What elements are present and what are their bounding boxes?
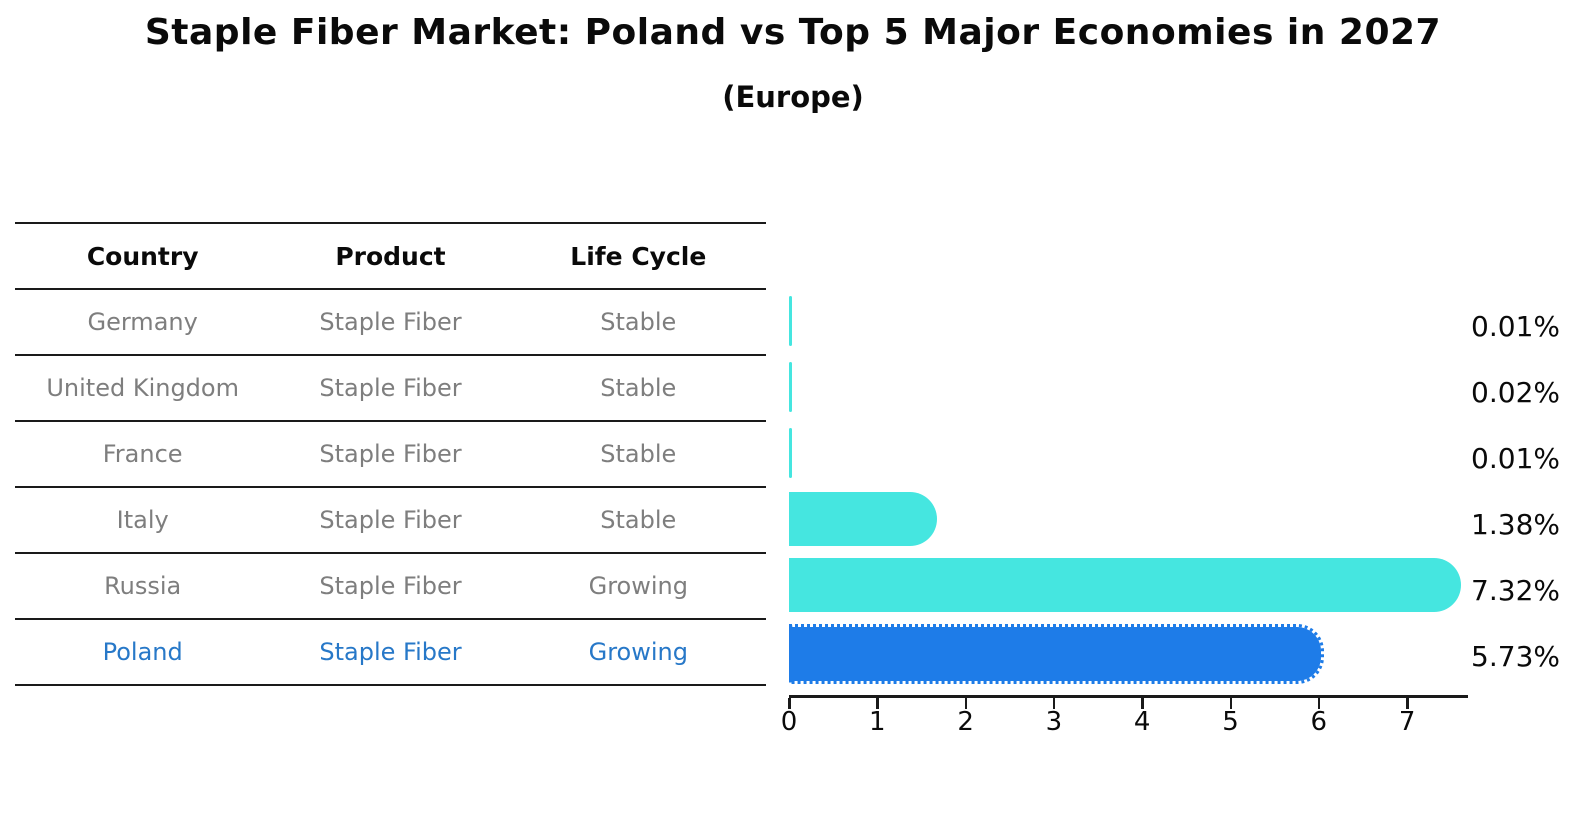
country-table: Country Product Life Cycle Germany Stapl… [15, 222, 766, 686]
cell-life-cycle: Growing [588, 638, 688, 666]
cell-life-cycle: Stable [600, 308, 677, 336]
x-tick-label: 0 [780, 707, 798, 737]
x-tick-label: 6 [1310, 707, 1328, 737]
table-row: Italy Staple Fiber Stable [15, 486, 766, 552]
x-tick-label: 4 [1133, 707, 1151, 737]
cell-life-cycle: Growing [588, 572, 688, 600]
cell-product: Staple Fiber [319, 308, 462, 336]
value-label: 1.38% [1471, 508, 1560, 541]
chart-title: Staple Fiber Market: Poland vs Top 5 Maj… [144, 12, 1442, 53]
value-label: 0.01% [1471, 442, 1560, 475]
table-row: France Staple Fiber Stable [15, 420, 766, 486]
x-tick-label: 1 [869, 707, 886, 737]
x-axis-line [789, 695, 1468, 698]
x-tick-label: 2 [957, 707, 974, 737]
x-tick-label: 7 [1398, 707, 1416, 737]
cell-life-cycle: Stable [600, 440, 677, 468]
cell-product: Staple Fiber [319, 506, 462, 534]
value-label: 5.73% [1471, 640, 1560, 673]
value-label: 7.32% [1471, 574, 1560, 607]
column-header-product: Product [335, 241, 446, 271]
value-label: 0.02% [1471, 376, 1560, 409]
x-tick-mark [964, 698, 968, 709]
cell-life-cycle: Stable [600, 374, 677, 402]
cell-life-cycle: Stable [600, 506, 677, 534]
table-row: Poland Staple Fiber Growing [15, 618, 766, 684]
cell-country: France [102, 440, 183, 468]
bar-france [789, 428, 792, 478]
x-tick-mark [1229, 698, 1232, 709]
table-row: Germany Staple Fiber Stable [15, 288, 766, 354]
x-tick-label: 5 [1222, 707, 1239, 737]
cell-country: Poland [102, 638, 183, 666]
bar-italy [789, 492, 937, 546]
cell-product: Staple Fiber [319, 440, 462, 468]
table-row: Russia Staple Fiber Growing [15, 552, 766, 618]
table-row: United Kingdom Staple Fiber Stable [15, 354, 766, 420]
column-header-country: Country [86, 241, 199, 271]
chart-subtitle: (Europe) [722, 80, 864, 114]
x-tick-mark [876, 698, 879, 709]
cell-country: Germany [87, 308, 198, 336]
x-tick-mark [1317, 698, 1321, 709]
x-tick-mark [1141, 698, 1144, 709]
bar-germany [789, 296, 792, 346]
cell-product: Staple Fiber [319, 572, 462, 600]
cell-country: United Kingdom [46, 374, 239, 402]
bar-poland [789, 624, 1324, 684]
value-label: 0.01% [1471, 310, 1560, 343]
x-tick-mark [1406, 698, 1409, 709]
cell-country: Italy [116, 506, 169, 534]
x-tick-label: 3 [1045, 707, 1063, 737]
cell-product: Staple Fiber [319, 374, 462, 402]
table-header-row: Country Product Life Cycle [15, 222, 766, 288]
bar-united-kingdom [789, 362, 792, 412]
x-tick-mark [1052, 698, 1056, 709]
cell-country: Russia [104, 572, 182, 600]
x-tick-mark [788, 698, 791, 709]
cell-product: Staple Fiber [319, 638, 462, 666]
bar-russia [789, 558, 1462, 612]
column-header-life-cycle: Life Cycle [570, 241, 707, 271]
